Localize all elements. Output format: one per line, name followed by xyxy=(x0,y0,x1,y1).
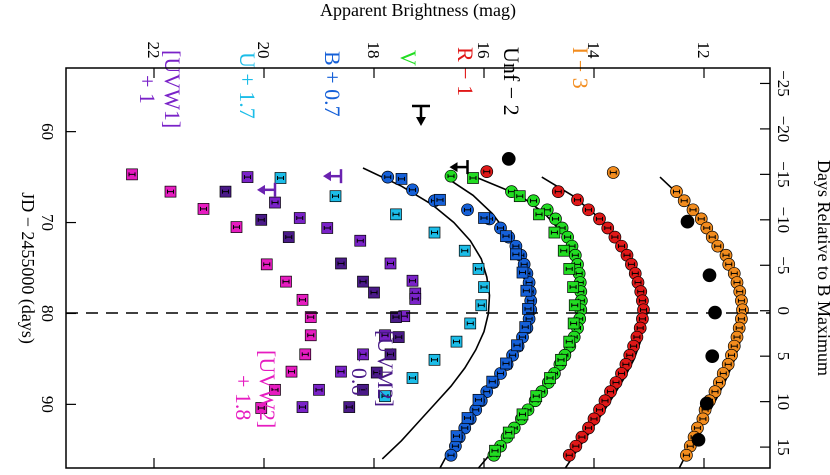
x2-axis-title: Days Relative to B Maximum xyxy=(814,160,830,376)
day-tick-label: 0 xyxy=(774,306,793,315)
jd-tick-label: 90 xyxy=(38,396,57,413)
day-tick-label: 15 xyxy=(774,439,793,456)
label-uvw2-offset: + 1.8 xyxy=(231,375,256,420)
upper-limits xyxy=(257,104,469,197)
day-tick-label: −25 xyxy=(774,70,793,97)
upper-limit-arrowhead xyxy=(257,184,265,195)
x-axis-title: JD − 2455000 (days) xyxy=(17,192,38,344)
label-uvw1: [UVW1] xyxy=(160,50,185,128)
label-uvw2: [UVW2] xyxy=(255,350,280,428)
upper-limit-arrowhead xyxy=(449,162,458,173)
mag-tick-label: 16 xyxy=(474,42,493,59)
data-point xyxy=(680,214,695,229)
label-unf-2: Unf − 2 xyxy=(499,47,524,116)
data-point xyxy=(702,268,717,283)
jd-tick-label: 70 xyxy=(38,214,57,231)
label-v: V xyxy=(396,50,421,66)
upper-limit-arrowhead xyxy=(323,171,331,182)
jd-tick-label: 60 xyxy=(38,123,57,140)
label-uvm2: [UVM2] xyxy=(373,330,398,407)
day-tick-label: −5 xyxy=(774,256,793,274)
mag-tick-label: 14 xyxy=(584,42,603,60)
day-tick-label: −20 xyxy=(774,116,793,143)
label-u: U + 1.7 xyxy=(235,52,260,119)
data-points xyxy=(126,152,749,462)
data-point xyxy=(705,349,720,364)
mag-tick-label: 22 xyxy=(144,42,163,59)
mag-tick-label: 20 xyxy=(254,42,273,59)
mag-tick-label: 18 xyxy=(364,42,383,59)
axis-ticks: 22 20 18 16 14 12 60 70 80 90 −25 −20 −15 −10 −5 0 5 10 15 xyxy=(38,42,793,468)
legend-upper-limit-arrow xyxy=(412,104,430,126)
mag-tick-label: 12 xyxy=(694,42,713,59)
plot-frame xyxy=(65,67,771,469)
legend-arrow-head xyxy=(416,117,426,126)
day-tick-label: 5 xyxy=(774,352,793,361)
label-b: B + 0.7 xyxy=(320,51,345,117)
label-uvw1-offset: + 1 xyxy=(135,75,160,104)
day-tick-label: −15 xyxy=(774,161,793,188)
label-r-1: R − 1 xyxy=(453,47,478,96)
data-point xyxy=(691,432,706,447)
y-axis-title: Apparent Brightness (mag) xyxy=(320,0,516,21)
label-uvm2-offset: − 0.6 xyxy=(347,350,372,395)
day-tick-label: −10 xyxy=(774,207,793,234)
day-tick-label: 10 xyxy=(774,393,793,410)
data-point xyxy=(501,152,516,166)
data-point xyxy=(699,396,714,411)
series-labels: I − 3 Unf − 2 R − 1 V B + 0.7 U + 1.7 [U… xyxy=(135,47,593,428)
jd-tick-label: 80 xyxy=(38,305,57,322)
fit-curves xyxy=(362,167,744,469)
